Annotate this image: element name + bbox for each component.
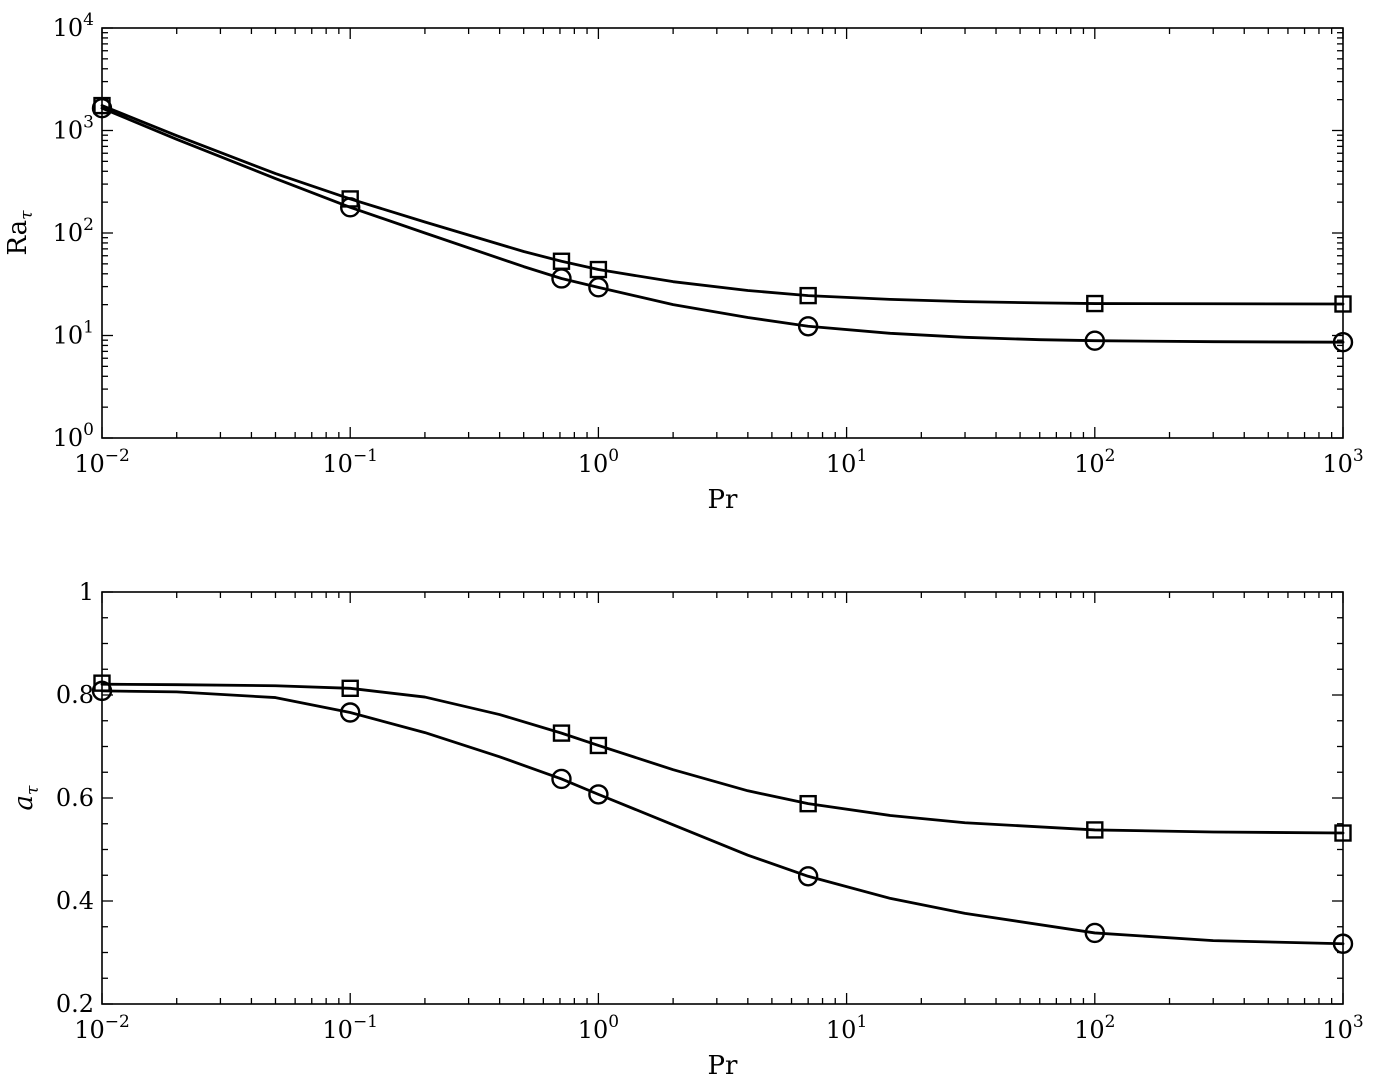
x-tick-label: 100 <box>578 1012 619 1044</box>
circle-marker <box>588 784 609 805</box>
top-panel-ra-vs-pr: 10−2 10−1 100 101 102 103 100 101 102 103 104 Pr Raτ <box>3 10 1364 515</box>
circle-marker <box>797 866 819 887</box>
square-marker <box>589 736 608 755</box>
y-tick-label: 102 <box>53 215 94 247</box>
circle-marker <box>1332 933 1354 954</box>
x-tick-label: 10−2 <box>74 446 130 478</box>
circle-marker <box>1084 330 1106 351</box>
y-tick-label: 0.6 <box>56 784 94 812</box>
y-axis-label: aτ <box>9 785 43 811</box>
x-tick-label: 103 <box>1322 446 1363 478</box>
x-tick-label: 102 <box>1074 446 1115 478</box>
y-tick-label: 104 <box>53 10 94 42</box>
y-tick-label: 0.2 <box>56 990 94 1018</box>
circle-marker <box>551 268 572 289</box>
series-square-curve <box>100 104 1345 306</box>
square-marker <box>1334 295 1352 313</box>
x-tick-label: 101 <box>826 1012 867 1044</box>
circle-marker <box>91 98 113 119</box>
y-tick-label: 0.8 <box>56 681 94 709</box>
square-marker <box>1334 824 1352 842</box>
square-marker <box>799 794 817 813</box>
y-tick-label: 0.4 <box>56 887 94 915</box>
circle-marker <box>340 702 361 723</box>
x-tick-label: 10−1 <box>322 446 378 478</box>
x-tick-label: 101 <box>826 446 867 478</box>
series-circle-curve <box>100 689 1345 946</box>
series-circle-curve <box>100 106 1345 344</box>
square-marker <box>589 260 608 279</box>
plot-frame <box>101 591 1344 1005</box>
circle-marker <box>797 316 819 337</box>
square-marker <box>799 286 817 305</box>
x-tick-label: 10−1 <box>322 1012 378 1044</box>
square-marker <box>341 679 359 698</box>
circle-marker <box>1084 922 1106 944</box>
x-tick-label: 10−2 <box>74 1012 130 1044</box>
y-tick-label: 1 <box>79 578 94 606</box>
circle-marker <box>340 197 361 218</box>
square-marker <box>1086 294 1104 313</box>
plot-frame <box>101 27 1344 439</box>
circle-marker <box>91 680 113 702</box>
x-tick-label: 102 <box>1074 1012 1115 1044</box>
square-marker <box>1086 821 1104 839</box>
x-tick-label: 103 <box>1322 1012 1363 1044</box>
series-square-curve <box>100 682 1345 835</box>
circle-marker <box>588 277 609 298</box>
y-tick-label: 100 <box>53 420 94 452</box>
y-tick-label: 101 <box>53 318 94 350</box>
square-marker <box>552 724 571 742</box>
bottom-panel-a-vs-pr: 10−2 10−1 100 101 102 103 0.2 0.4 0.6 0.8 1 Pr aτ <box>9 578 1364 1081</box>
y-tick-label: 103 <box>53 113 94 145</box>
x-tick-label: 100 <box>578 446 619 478</box>
circle-marker <box>1332 332 1354 353</box>
x-axis-label: Pr <box>708 1051 738 1081</box>
circle-marker <box>551 768 572 790</box>
x-axis-label: Pr <box>708 485 738 515</box>
y-axis-label: Raτ <box>3 210 37 256</box>
